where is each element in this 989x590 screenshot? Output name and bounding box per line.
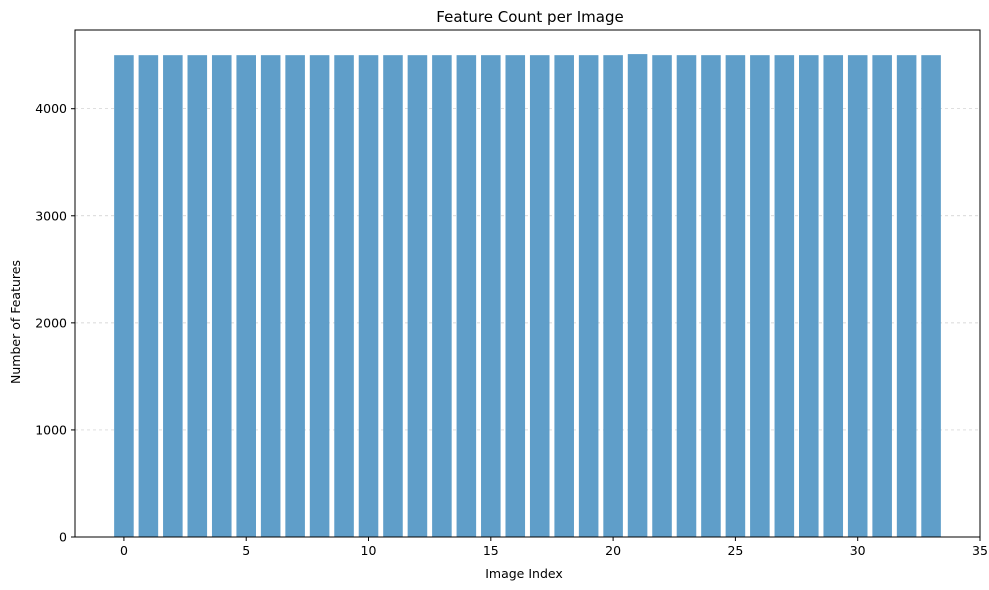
bars (114, 54, 941, 538)
bar (847, 55, 868, 537)
bar (823, 55, 844, 537)
bar (750, 55, 770, 537)
bar (432, 55, 452, 537)
bar (285, 55, 305, 537)
bar (529, 55, 550, 537)
x-tick-label: 0 (120, 543, 128, 558)
y-tick-label: 3000 (35, 208, 67, 223)
bar (260, 55, 281, 537)
bar (187, 55, 208, 537)
x-tick-label: 10 (361, 543, 377, 558)
bar (896, 55, 917, 537)
x-tick-label: 25 (727, 543, 743, 558)
bar (358, 55, 379, 537)
bar (407, 55, 428, 537)
y-tick-label: 2000 (35, 315, 67, 330)
bar (236, 55, 256, 537)
bar (163, 55, 183, 537)
bar (114, 55, 134, 537)
bar (309, 55, 330, 537)
bar (383, 55, 403, 537)
y-axis-title: Number of Features (8, 260, 23, 384)
x-ticks: 0 5 10 15 20 25 30 35 (120, 537, 988, 558)
bar (456, 55, 477, 537)
bar (652, 55, 672, 537)
x-tick-label: 35 (972, 543, 988, 558)
bar (701, 55, 721, 537)
y-ticks: 0 1000 2000 3000 4000 (35, 101, 75, 545)
plot-frame (74, 29, 981, 538)
bar (676, 55, 697, 537)
y-tick-label: 4000 (35, 101, 67, 116)
chart-title: Feature Count per Image (436, 8, 623, 26)
bar (921, 55, 941, 537)
bar (138, 55, 159, 537)
bar (578, 55, 599, 537)
bar (872, 55, 892, 537)
y-tick-label: 1000 (35, 422, 67, 437)
bar (799, 55, 819, 537)
x-tick-label: 30 (850, 543, 866, 558)
y-tick-label: 0 (59, 530, 67, 545)
bar (554, 55, 574, 537)
bar (211, 55, 232, 537)
bar (481, 55, 501, 537)
x-axis-title: Image Index (485, 566, 563, 581)
bar (334, 55, 354, 537)
bar (725, 55, 746, 537)
bar (603, 55, 623, 537)
bar (505, 55, 526, 537)
x-tick-label: 15 (483, 543, 499, 558)
bar (774, 55, 795, 537)
bar (627, 54, 648, 538)
x-tick-label: 20 (605, 543, 621, 558)
x-tick-label: 5 (242, 543, 250, 558)
